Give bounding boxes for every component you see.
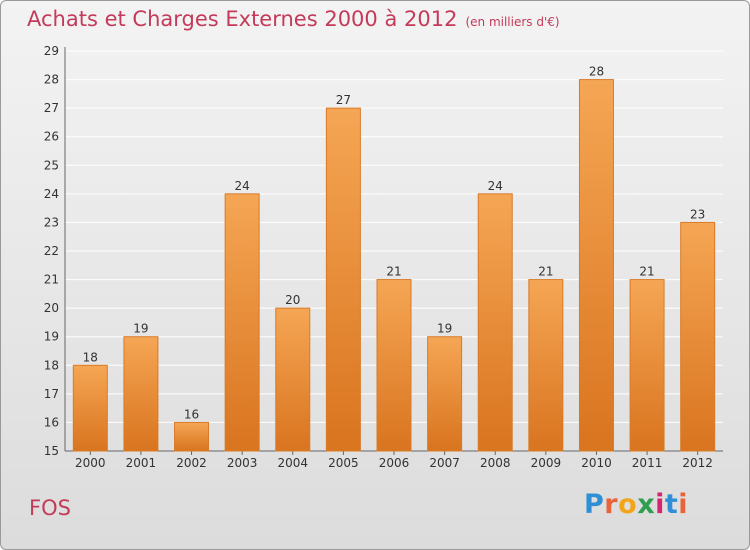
bar-2002 <box>174 421 210 452</box>
y-tick-label: 26 <box>44 130 59 144</box>
x-tick-label-2009: 2009 <box>531 456 562 470</box>
x-tick-label-2006: 2006 <box>379 456 410 470</box>
bar-2001 <box>123 336 159 452</box>
y-tick-label: 22 <box>44 244 59 258</box>
bar-2009 <box>528 279 564 452</box>
bar-2011 <box>629 279 665 452</box>
y-tick-label: 27 <box>44 101 59 115</box>
x-tick-label-2010: 2010 <box>581 456 612 470</box>
logo-letter: i <box>678 489 689 520</box>
x-tick-label-2003: 2003 <box>227 456 258 470</box>
data-label-2006: 21 <box>386 265 401 279</box>
data-label-2004: 20 <box>285 293 300 307</box>
data-label-2012: 23 <box>690 207 705 221</box>
proxiti-logo: Proxiti <box>584 489 688 520</box>
x-tick-label-2007: 2007 <box>429 456 460 470</box>
bar-2012 <box>680 221 716 452</box>
data-label-2001: 19 <box>133 322 148 336</box>
x-tick-label-2002: 2002 <box>176 456 207 470</box>
data-label-2002: 16 <box>184 407 199 421</box>
y-tick-label: 17 <box>44 387 59 401</box>
bar-2010 <box>578 79 614 452</box>
bar-2005 <box>325 107 361 452</box>
data-label-2011: 21 <box>639 265 654 279</box>
y-tick-label: 19 <box>44 330 59 344</box>
bar-2008 <box>477 193 513 452</box>
x-tick-label-2011: 2011 <box>632 456 663 470</box>
x-tick-label-2001: 2001 <box>126 456 157 470</box>
x-tick-label-2008: 2008 <box>480 456 511 470</box>
data-label-2005: 27 <box>336 93 351 107</box>
bar-2006 <box>376 279 412 452</box>
logo-letter: t <box>664 489 679 520</box>
bar-2003 <box>224 193 260 452</box>
logo-letter: x <box>637 489 656 520</box>
place-name: FOS <box>29 496 71 520</box>
data-label-2000: 18 <box>83 350 98 364</box>
logo-letter: P <box>584 489 605 520</box>
y-tick-label: 20 <box>44 301 59 315</box>
bar-2004 <box>275 307 311 452</box>
x-tick-label-2005: 2005 <box>328 456 359 470</box>
y-tick-label: 28 <box>44 73 59 87</box>
bar-2007 <box>427 336 463 452</box>
y-tick-label: 25 <box>44 158 59 172</box>
data-label-2008: 24 <box>488 179 503 193</box>
logo-letter: i <box>655 489 665 520</box>
y-tick-label: 23 <box>44 215 59 229</box>
chart-title-text: Achats et Charges Externes 2000 à 2012 <box>27 7 458 31</box>
data-label-2007: 19 <box>437 322 452 336</box>
logo-letter: o <box>618 489 638 520</box>
y-tick-label: 21 <box>44 273 59 287</box>
x-tick-label-2004: 2004 <box>277 456 308 470</box>
data-label-2010: 28 <box>589 65 604 79</box>
logo-letter: r <box>604 489 619 520</box>
y-tick-label: 15 <box>44 444 59 458</box>
y-tick-label: 24 <box>44 187 59 201</box>
data-label-2009: 21 <box>538 265 553 279</box>
x-tick-label-2012: 2012 <box>682 456 713 470</box>
y-tick-label: 29 <box>44 44 59 58</box>
y-tick-label: 16 <box>44 415 59 429</box>
bar-2000 <box>72 364 108 452</box>
x-tick-label-2000: 2000 <box>75 456 106 470</box>
y-tick-label: 18 <box>44 358 59 372</box>
data-label-2003: 24 <box>235 179 250 193</box>
chart-unit: (en milliers d'€) <box>465 15 560 29</box>
chart-title: Achats et Charges Externes 2000 à 2012 (e… <box>27 7 560 31</box>
